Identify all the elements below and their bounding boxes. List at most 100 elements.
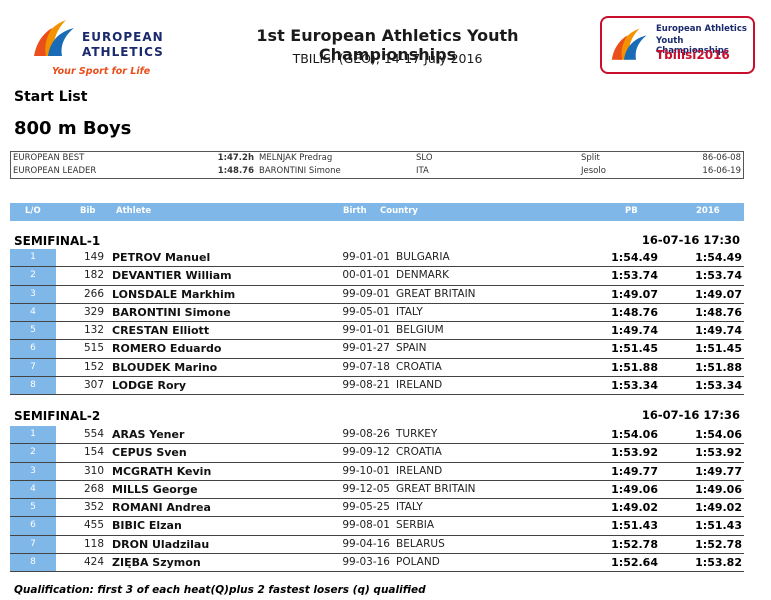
event-logo-line-2: Youth Championships — [656, 36, 729, 56]
table-row: 8 424 ZIĘBA Szymon 99-03-16 POLAND 1:52.64 1:5… — [10, 554, 744, 573]
season-best: 1:51.45 — [695, 342, 742, 356]
tbilisi-2016-logo: European Athletics Youth Championships T… — [600, 16, 755, 74]
personal-best: 1:54.06 — [611, 428, 658, 441]
records-box: EUROPEAN BEST 1:47.2h MELNJAK Predrag SL… — [10, 151, 744, 179]
bib-number: 154 — [83, 446, 104, 459]
column-pb: PB — [625, 206, 638, 216]
country-name: SPAIN — [396, 342, 427, 355]
table-row: 2 182 DEVANTIER William 00-01-01 DENMARK 1:53… — [10, 267, 744, 286]
bib-number: 149 — [83, 251, 104, 263]
column-birth: Birth — [343, 206, 367, 216]
personal-best: 1:53.34 — [611, 379, 658, 393]
lane-number: 8 — [10, 377, 56, 395]
athlete-name: LODGE Rory — [112, 379, 187, 393]
birth-date: 99-08-21 — [342, 379, 390, 392]
country-name: BELGIUM — [396, 324, 444, 337]
lane-number: 5 — [10, 499, 56, 517]
season-best: 1:49.07 — [695, 287, 742, 301]
athlete-name: ARAS Yener — [112, 428, 185, 441]
birth-date: 99-12-05 — [342, 482, 390, 495]
table-row: 3 266 LONSDALE Markhim 99-09-01 GREAT BRITAI… — [10, 285, 744, 304]
season-best: 1:48.76 — [695, 305, 742, 319]
bib-number: 266 — [83, 287, 104, 300]
birth-date: 99-01-01 — [342, 324, 390, 337]
lane-number: 3 — [10, 285, 56, 303]
birth-date: 99-04-16 — [342, 537, 390, 550]
heat-title: SEMIFINAL-2 — [14, 409, 101, 423]
birth-date: 99-10-01 — [342, 464, 390, 477]
personal-best: 1:52.64 — [611, 556, 658, 570]
birth-date: 99-01-27 — [342, 342, 390, 355]
lane-number: 7 — [10, 535, 56, 554]
season-best: 1:51.88 — [695, 360, 742, 374]
birth-date: 99-03-16 — [342, 556, 390, 569]
lane-number: 4 — [10, 303, 56, 322]
logo-tagline: Your Sport for Life — [52, 66, 151, 77]
athlete-name: ZIĘBA Szymon — [112, 556, 201, 570]
athlete-name: MCGRATH Kevin — [112, 464, 212, 478]
personal-best: 1:49.02 — [611, 501, 658, 515]
table-row: 3 310 MCGRATH Kevin 99-10-01 IRELAND 1:49.77 1… — [10, 462, 744, 481]
event-logo-line-3: Tbilisi2016 — [656, 48, 730, 62]
personal-best: 1:49.07 — [611, 287, 658, 301]
athlete-name: CEPUS Sven — [112, 446, 187, 460]
event-title: 800 m Boys — [14, 118, 132, 139]
record-performance: 1:47.2h — [217, 153, 254, 163]
athlete-name: BARONTINI Simone — [112, 305, 231, 319]
event-logo-line-1: European Athletics — [656, 24, 747, 34]
lane-number: 6 — [10, 340, 56, 358]
lane-number: 2 — [10, 267, 56, 285]
record-country: SLO — [416, 153, 433, 163]
table-row: 2 154 CEPUS Sven 99-09-12 CROATIA 1:53.92 1:53… — [10, 444, 744, 463]
record-holder: BARONTINI Simone — [259, 166, 341, 176]
season-best: 1:53.74 — [695, 269, 742, 283]
birth-date: 99-09-01 — [342, 287, 390, 300]
birth-date: 99-05-25 — [342, 501, 390, 514]
birth-date: 99-07-18 — [342, 360, 390, 373]
record-row-european-leader: EUROPEAN LEADER 1:48.76 BARONTINI Simone… — [11, 166, 743, 179]
athlete-name: BIBIC Elzan — [112, 519, 182, 533]
bib-number: 152 — [83, 360, 104, 373]
championship-title: 1st European Athletics Youth Championshi… — [256, 26, 519, 64]
personal-best: 1:49.06 — [611, 482, 658, 496]
table-row: 7 152 BLOUDEK Marino 99-07-18 CROATIA 1:51.88… — [10, 358, 744, 378]
birth-date: 99-08-26 — [342, 428, 390, 440]
country-name: CROATIA — [396, 360, 442, 373]
page-label: Start List — [14, 89, 88, 105]
record-performance: 1:48.76 — [217, 166, 254, 176]
athlete-name: DEVANTIER William — [112, 269, 232, 283]
season-best: 1:49.77 — [695, 464, 742, 478]
table-row: 6 515 ROMERO Eduardo 99-01-27 SPAIN 1:51.45 1:… — [10, 340, 744, 359]
record-country: ITA — [416, 166, 429, 176]
personal-best: 1:52.78 — [611, 537, 658, 551]
season-best: 1:54.49 — [695, 251, 742, 264]
record-label: EUROPEAN BEST — [13, 153, 85, 163]
bib-number: 132 — [83, 324, 104, 337]
season-best: 1:53.92 — [695, 446, 742, 460]
column-country: Country — [380, 206, 418, 216]
birth-date: 99-09-12 — [342, 446, 390, 459]
country-name: GREAT BRITAIN — [396, 287, 476, 300]
lane-number: 1 — [10, 426, 56, 444]
european-athletics-logo: EUROPEAN ATHLETICS Your Sport for Life — [32, 14, 172, 80]
column-lane: L/O — [25, 206, 41, 216]
country-name: IRELAND — [396, 379, 443, 392]
season-best: 1:49.74 — [695, 324, 742, 338]
column-header-bar: L/O Bib Athlete Birth Country PB 2016 — [10, 203, 744, 221]
personal-best: 1:51.88 — [611, 360, 658, 374]
record-place: Jesolo — [581, 166, 606, 176]
bib-number: 307 — [83, 379, 104, 392]
table-row: 5 352 ROMANI Andrea 99-05-25 ITALY 1:49.02 1:4… — [10, 499, 744, 518]
lane-number: 7 — [10, 358, 56, 377]
season-best: 1:54.06 — [695, 428, 742, 441]
country-name: POLAND — [396, 556, 440, 569]
athlete-name: PETROV Manuel — [112, 251, 211, 264]
lane-number: 1 — [10, 249, 56, 267]
bib-number: 329 — [83, 305, 104, 318]
personal-best: 1:51.43 — [611, 519, 658, 533]
athlete-name: MILLS George — [112, 482, 198, 496]
season-best: 1:52.78 — [695, 537, 742, 551]
country-name: ITALY — [396, 305, 423, 318]
season-best: 1:53.82 — [695, 556, 742, 570]
country-name: BELARUS — [396, 537, 445, 550]
